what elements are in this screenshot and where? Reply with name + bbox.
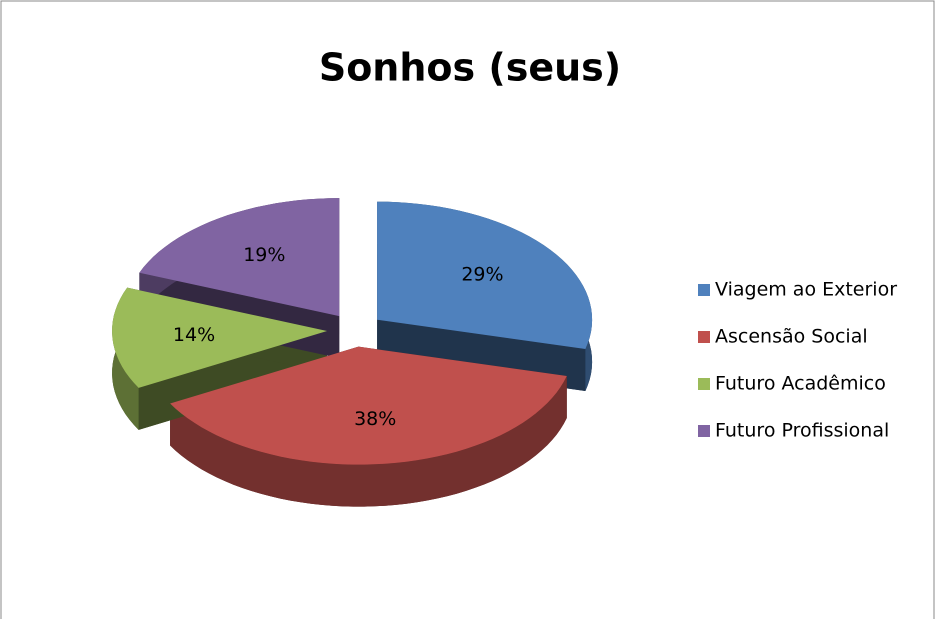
chart-title: Sonhos (seus) — [319, 46, 621, 90]
legend-label: Futuro Acadêmico — [715, 373, 886, 395]
slice-outer-wall — [170, 376, 567, 507]
pie-slice — [377, 201, 593, 349]
pie-slice — [139, 198, 340, 317]
data-label: 14% — [173, 324, 215, 346]
legend-swatch — [698, 284, 710, 296]
legend-label: Futuro Profissional — [715, 420, 889, 442]
legend-swatch — [698, 378, 710, 390]
pie-slice — [112, 287, 328, 388]
legend-swatch — [698, 331, 710, 343]
pie-slice — [170, 346, 567, 465]
legend-swatch — [698, 425, 710, 437]
data-label: 29% — [461, 263, 503, 285]
data-label: 19% — [243, 244, 285, 266]
data-label: 38% — [354, 408, 396, 430]
legend-label: Ascensão Social — [715, 326, 868, 348]
legend-label: Viagem ao Exterior — [715, 279, 897, 301]
